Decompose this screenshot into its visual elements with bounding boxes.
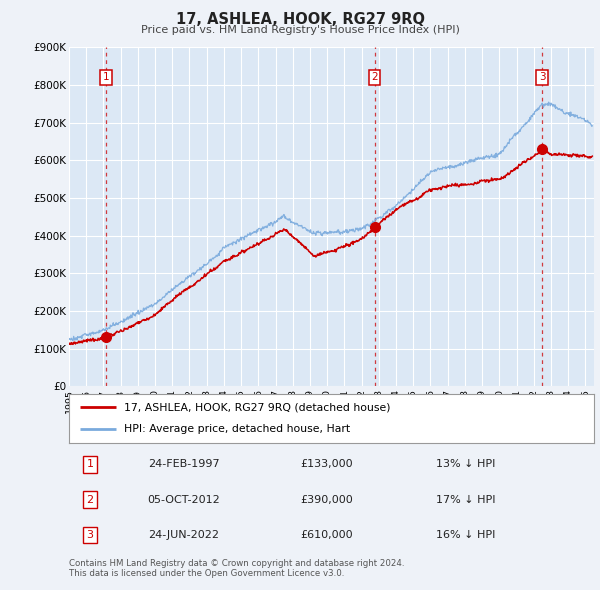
Text: Price paid vs. HM Land Registry's House Price Index (HPI): Price paid vs. HM Land Registry's House … xyxy=(140,25,460,35)
Text: 1: 1 xyxy=(86,460,94,469)
Text: 05-OCT-2012: 05-OCT-2012 xyxy=(148,495,221,504)
Text: 2: 2 xyxy=(371,73,378,83)
Text: 2: 2 xyxy=(86,495,94,504)
Text: 17, ASHLEA, HOOK, RG27 9RQ: 17, ASHLEA, HOOK, RG27 9RQ xyxy=(176,12,425,27)
Text: 24-JUN-2022: 24-JUN-2022 xyxy=(148,530,219,540)
Text: 17% ↓ HPI: 17% ↓ HPI xyxy=(437,495,496,504)
Text: 3: 3 xyxy=(539,73,545,83)
Text: 3: 3 xyxy=(86,530,94,540)
Text: 13% ↓ HPI: 13% ↓ HPI xyxy=(437,460,496,469)
Text: £133,000: £133,000 xyxy=(300,460,353,469)
Text: Contains HM Land Registry data © Crown copyright and database right 2024.
This d: Contains HM Land Registry data © Crown c… xyxy=(69,559,404,578)
Text: 17, ASHLEA, HOOK, RG27 9RQ (detached house): 17, ASHLEA, HOOK, RG27 9RQ (detached hou… xyxy=(124,402,391,412)
Text: 16% ↓ HPI: 16% ↓ HPI xyxy=(437,530,496,540)
Text: 1: 1 xyxy=(103,73,109,83)
Text: £610,000: £610,000 xyxy=(300,530,353,540)
Text: HPI: Average price, detached house, Hart: HPI: Average price, detached house, Hart xyxy=(124,424,350,434)
Text: £390,000: £390,000 xyxy=(300,495,353,504)
Text: 24-FEB-1997: 24-FEB-1997 xyxy=(148,460,220,469)
